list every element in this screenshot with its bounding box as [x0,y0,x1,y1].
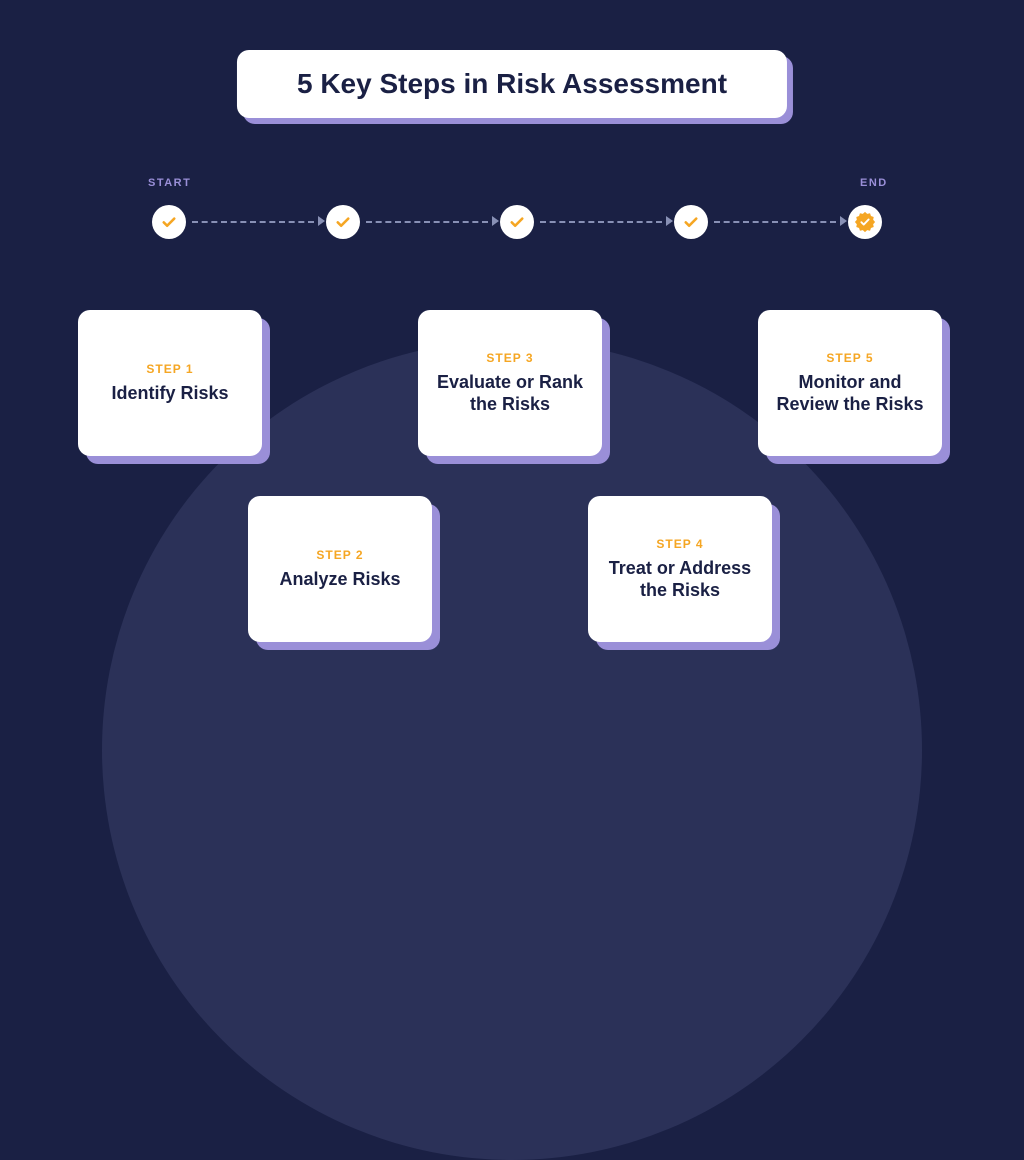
timeline-end-label: END [860,177,888,189]
timeline-start-label: START [148,177,191,189]
card-body: STEP 4 Treat or Address the Risks [588,496,772,642]
title-box: 5 Key Steps in Risk Assessment [237,50,787,118]
check-icon [682,213,700,231]
card-body: STEP 1 Identify Risks [78,310,262,456]
timeline-node-3 [500,205,534,239]
timeline-node-2 [326,205,360,239]
timeline-connector [192,221,314,223]
step-title: Treat or Address the Risks [600,557,760,602]
step-label: STEP 5 [826,351,873,365]
arrow-right-icon [492,216,499,226]
card-body: STEP 2 Analyze Risks [248,496,432,642]
timeline-node-4 [674,205,708,239]
step-card-3: STEP 3 Evaluate or Rank the Risks [418,310,602,456]
step-title: Analyze Risks [279,568,400,591]
step-card-2: STEP 2 Analyze Risks [248,496,432,642]
arrow-right-icon [318,216,325,226]
check-icon [160,213,178,231]
timeline-node-5 [848,205,882,239]
card-body: STEP 5 Monitor and Review the Risks [758,310,942,456]
step-label: STEP 2 [316,548,363,562]
check-icon [334,213,352,231]
step-label: STEP 3 [486,351,533,365]
title-container: 5 Key Steps in Risk Assessment [237,50,787,118]
timeline-connector [540,221,662,223]
step-card-5: STEP 5 Monitor and Review the Risks [758,310,942,456]
timeline-node-1 [152,205,186,239]
step-title: Identify Risks [111,382,228,405]
arrow-right-icon [840,216,847,226]
card-body: STEP 3 Evaluate or Rank the Risks [418,310,602,456]
step-label: STEP 4 [656,537,703,551]
timeline: START END [0,205,1024,265]
badge-icon [854,211,876,233]
timeline-connector [714,221,836,223]
page-title: 5 Key Steps in Risk Assessment [297,68,727,100]
step-card-4: STEP 4 Treat or Address the Risks [588,496,772,642]
step-card-1: STEP 1 Identify Risks [78,310,262,456]
step-title: Monitor and Review the Risks [770,371,930,416]
step-label: STEP 1 [146,362,193,376]
step-title: Evaluate or Rank the Risks [430,371,590,416]
check-icon [508,213,526,231]
timeline-connector [366,221,488,223]
arrow-right-icon [666,216,673,226]
